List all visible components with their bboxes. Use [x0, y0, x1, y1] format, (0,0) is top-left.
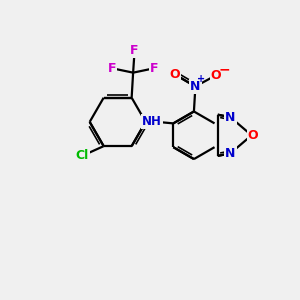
Text: Cl: Cl: [75, 149, 88, 162]
Text: O: O: [248, 129, 258, 142]
Text: O: O: [211, 69, 221, 82]
Text: −: −: [219, 62, 231, 76]
Text: N: N: [190, 80, 201, 93]
Text: N: N: [225, 147, 236, 160]
Text: F: F: [108, 62, 116, 75]
Text: NH: NH: [142, 116, 162, 128]
Text: F: F: [130, 44, 139, 57]
Text: +: +: [197, 74, 205, 84]
Text: O: O: [169, 68, 179, 81]
Text: F: F: [150, 62, 159, 75]
Text: N: N: [225, 111, 236, 124]
